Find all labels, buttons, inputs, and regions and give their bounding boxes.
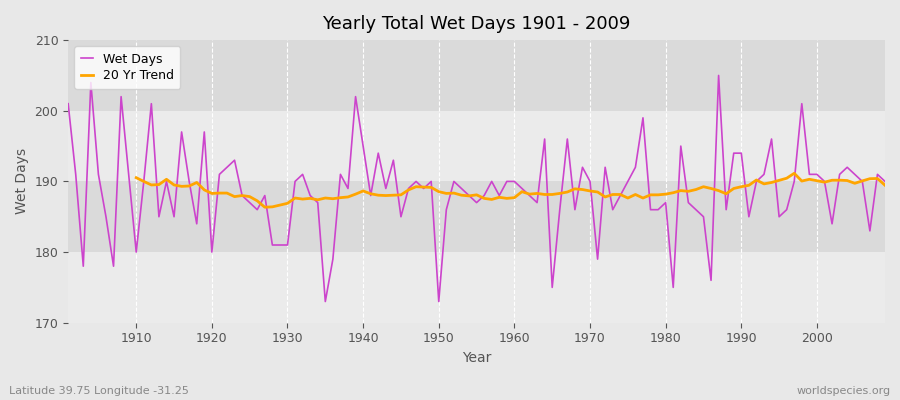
Line: Wet Days: Wet Days (68, 76, 885, 302)
Wet Days (713, 73, 724, 78)
Text: Latitude 39.75 Longitude -31.25: Latitude 39.75 Longitude -31.25 (9, 386, 189, 396)
Wet Days (509, 179, 520, 184)
Line: 20 Yr Trend: 20 Yr Trend (136, 173, 885, 207)
Legend: Wet Days, 20 Yr Trend: Wet Days, 20 Yr Trend (75, 46, 180, 89)
Title: Yearly Total Wet Days 1901 - 2009: Yearly Total Wet Days 1901 - 2009 (322, 15, 631, 33)
Wet Days (290, 179, 301, 184)
Wet Days (343, 186, 354, 191)
Wet Days (123, 172, 134, 177)
Text: worldspecies.org: worldspecies.org (796, 386, 891, 396)
20 Yr Trend (788, 171, 799, 176)
Wet Days (320, 299, 330, 304)
20 Yr Trend (282, 201, 292, 206)
20 Yr Trend (524, 192, 535, 196)
Wet Days (879, 179, 890, 184)
Bar (68, 40, 885, 111)
20 Yr Trend (259, 205, 270, 210)
Bar (68, 182, 885, 252)
20 Yr Trend (879, 183, 890, 188)
20 Yr Trend (585, 188, 596, 193)
Bar (68, 111, 885, 182)
Bar (68, 252, 885, 323)
20 Yr Trend (130, 175, 141, 180)
Wet Days (517, 186, 527, 191)
20 Yr Trend (834, 178, 845, 182)
Wet Days (608, 207, 618, 212)
Y-axis label: Wet Days: Wet Days (15, 148, 29, 214)
Wet Days (63, 101, 74, 106)
20 Yr Trend (312, 197, 323, 202)
X-axis label: Year: Year (462, 351, 491, 365)
20 Yr Trend (857, 178, 868, 183)
